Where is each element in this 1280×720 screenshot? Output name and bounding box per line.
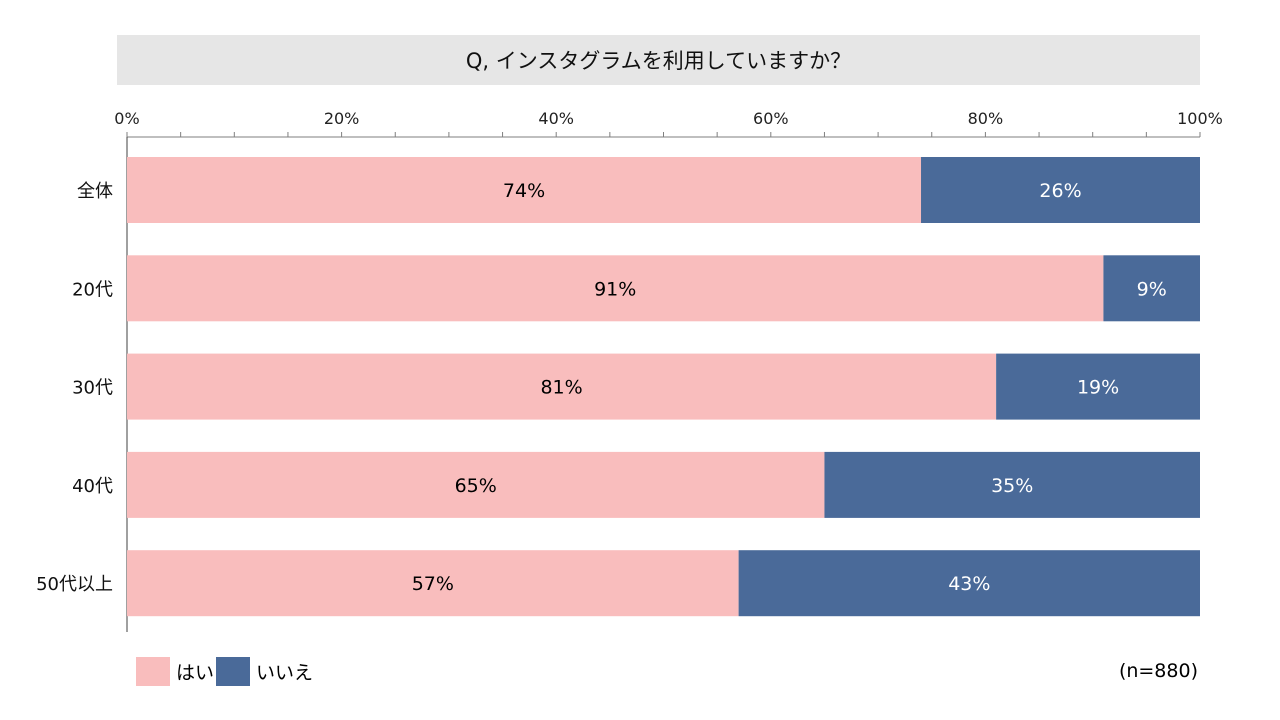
sample-size-note: (n=880) (1118, 660, 1198, 682)
chart-title: Q, インスタグラムを利用していますか？ (117, 35, 1200, 85)
x-tick-label: 100% (1177, 109, 1223, 128)
data-label: 43% (948, 573, 990, 595)
bar-segment-yes (127, 550, 739, 617)
category-label: 30代 (72, 378, 113, 399)
category-label: 全体 (77, 181, 113, 202)
data-label: 35% (991, 475, 1033, 497)
x-tick-label: 80% (968, 109, 1004, 128)
bar-segment-yes (127, 157, 922, 223)
data-label: 65% (455, 475, 497, 497)
bar-segment-yes (127, 353, 997, 420)
bar-segment-no (738, 550, 1200, 617)
category-label: 20代 (72, 279, 113, 300)
data-label: 19% (1077, 377, 1119, 399)
legend-label-no: いいえ (256, 662, 314, 684)
bar-segment-yes (127, 255, 1104, 322)
bar-segment-no (996, 353, 1200, 420)
bar-segment-yes (127, 451, 825, 518)
data-label: 81% (540, 377, 582, 399)
x-tick-label: 40% (538, 109, 574, 128)
category-label: 50代以上 (36, 574, 113, 595)
bar-segment-no (921, 157, 1200, 223)
data-label: 26% (1039, 180, 1081, 202)
legend: はい いいえ (136, 657, 315, 686)
data-label: 74% (503, 180, 545, 202)
x-tick-label: 60% (753, 109, 789, 128)
data-label: 57% (412, 573, 454, 595)
bar-segment-no (1103, 255, 1200, 322)
data-label: 9% (1137, 278, 1167, 300)
legend-swatch-yes (136, 657, 170, 686)
legend-label-yes: はい (176, 662, 215, 684)
bar-segment-no (824, 451, 1200, 518)
category-label: 40代 (72, 476, 113, 497)
x-tick-label: 0% (114, 109, 139, 128)
data-label: 91% (594, 278, 636, 300)
legend-swatch-no (216, 657, 251, 686)
x-tick-label: 20% (324, 109, 360, 128)
